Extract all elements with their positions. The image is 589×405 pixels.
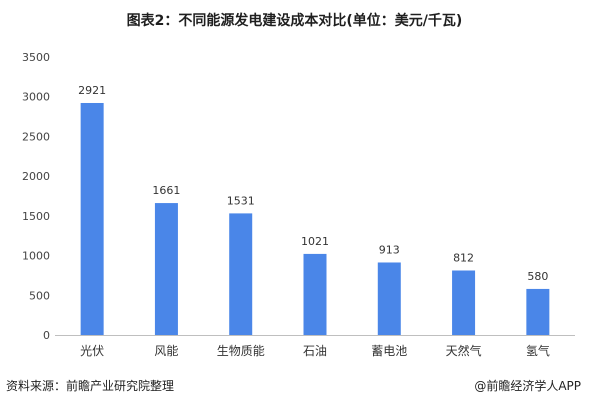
bar bbox=[303, 253, 327, 335]
y-tick-label: 1500 bbox=[22, 210, 50, 223]
x-tick-label: 天然气 bbox=[446, 343, 482, 358]
x-axis: 光伏 风能 生物质能 石油 蓄电池 天然气 氢气 bbox=[80, 343, 550, 358]
bar bbox=[526, 288, 550, 335]
y-tick-label: 2500 bbox=[22, 130, 50, 143]
x-tick-label: 石油 bbox=[303, 344, 327, 358]
source-note: 资料来源：前瞻产业研究院整理 bbox=[6, 379, 175, 393]
x-tick-label: 光伏 bbox=[80, 344, 104, 358]
data-label: 812 bbox=[453, 252, 474, 265]
chart-title: 图表2：不同能源发电建设成本对比(单位：美元/千瓦) bbox=[126, 13, 463, 29]
data-label: 1661 bbox=[152, 184, 180, 197]
y-tick-label: 500 bbox=[29, 289, 50, 302]
bars: 2921 1661 1531 1021 913 812 580 bbox=[78, 84, 550, 336]
y-tick-label: 3000 bbox=[22, 91, 50, 104]
credit-note: @前瞻经济学人APP bbox=[474, 379, 581, 393]
y-axis: 0 500 1000 1500 2000 2500 3000 3500 bbox=[22, 51, 50, 342]
bar bbox=[154, 203, 178, 335]
data-label: 580 bbox=[527, 270, 548, 283]
bar bbox=[452, 270, 476, 335]
data-label: 913 bbox=[379, 243, 400, 256]
x-tick-label: 风能 bbox=[154, 344, 178, 358]
bar bbox=[377, 262, 401, 335]
x-tick-label: 生物质能 bbox=[217, 344, 265, 358]
bar-chart: 0 500 1000 1500 2000 2500 3000 3500 2921 1661 153… bbox=[22, 51, 575, 358]
bar bbox=[229, 213, 253, 335]
y-tick-label: 3500 bbox=[22, 51, 50, 64]
x-tick-label: 蓄电池 bbox=[371, 344, 407, 358]
y-tick-label: 2000 bbox=[22, 170, 50, 183]
y-tick-label: 0 bbox=[43, 329, 50, 342]
bar bbox=[80, 102, 104, 336]
y-tick-label: 1000 bbox=[22, 250, 50, 263]
data-label: 1531 bbox=[227, 194, 255, 207]
data-label: 2921 bbox=[78, 84, 106, 97]
data-label: 1021 bbox=[301, 235, 329, 248]
x-tick-label: 氢气 bbox=[526, 343, 550, 358]
